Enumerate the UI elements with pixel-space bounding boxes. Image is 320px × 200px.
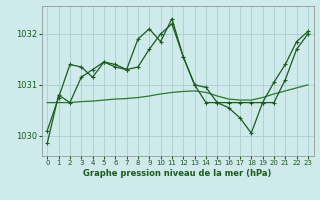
X-axis label: Graphe pression niveau de la mer (hPa): Graphe pression niveau de la mer (hPa): [84, 169, 272, 178]
